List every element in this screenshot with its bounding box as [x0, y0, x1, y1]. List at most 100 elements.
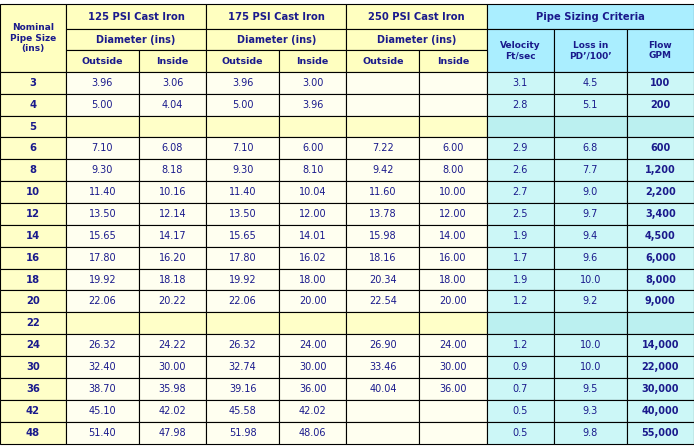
- Text: 39.16: 39.16: [229, 384, 256, 394]
- Bar: [279, 290, 346, 312]
- Text: 40,000: 40,000: [642, 406, 679, 416]
- Bar: [66, 138, 139, 159]
- Text: 48: 48: [26, 427, 40, 438]
- Bar: [139, 138, 206, 159]
- Text: 33.46: 33.46: [369, 362, 396, 372]
- Text: 32.40: 32.40: [89, 362, 116, 372]
- Bar: [279, 312, 346, 334]
- Bar: [66, 269, 139, 290]
- Text: 51.40: 51.40: [89, 427, 116, 438]
- Bar: [346, 203, 419, 225]
- Bar: [627, 378, 694, 400]
- Bar: [279, 334, 346, 356]
- Text: 36.00: 36.00: [439, 384, 466, 394]
- Bar: [279, 400, 346, 422]
- Text: Loss in
PD’/100’: Loss in PD’/100’: [569, 41, 611, 60]
- Text: 1.2: 1.2: [512, 340, 528, 350]
- Bar: [486, 29, 554, 72]
- Text: 0.9: 0.9: [513, 362, 528, 372]
- Text: 30.00: 30.00: [439, 362, 466, 372]
- Text: 3.96: 3.96: [232, 78, 253, 88]
- Text: 6,000: 6,000: [645, 253, 676, 263]
- Text: 17.80: 17.80: [89, 253, 116, 263]
- Bar: [66, 29, 206, 51]
- Text: 13.50: 13.50: [229, 209, 256, 219]
- Text: 42: 42: [26, 406, 40, 416]
- Bar: [419, 203, 486, 225]
- Bar: [206, 181, 279, 203]
- Text: 38.70: 38.70: [89, 384, 116, 394]
- Bar: [419, 290, 486, 312]
- Bar: [419, 116, 486, 138]
- Bar: [139, 51, 206, 72]
- Text: 0.7: 0.7: [512, 384, 528, 394]
- Text: 1.2: 1.2: [512, 297, 528, 306]
- Bar: [486, 400, 554, 422]
- Text: Pipe Sizing Criteria: Pipe Sizing Criteria: [536, 12, 645, 22]
- Bar: [279, 378, 346, 400]
- Text: 9.8: 9.8: [583, 427, 598, 438]
- Bar: [139, 334, 206, 356]
- Bar: [486, 247, 554, 269]
- Bar: [486, 334, 554, 356]
- Bar: [139, 400, 206, 422]
- Bar: [279, 72, 346, 94]
- Text: 19.92: 19.92: [89, 275, 116, 284]
- Bar: [346, 269, 419, 290]
- Text: 14: 14: [26, 231, 40, 241]
- Bar: [554, 400, 627, 422]
- Text: 9.2: 9.2: [582, 297, 598, 306]
- Text: 55,000: 55,000: [642, 427, 679, 438]
- Text: 13.78: 13.78: [369, 209, 397, 219]
- Text: 24.00: 24.00: [299, 340, 327, 350]
- Text: 15.65: 15.65: [89, 231, 117, 241]
- Bar: [346, 181, 419, 203]
- Bar: [206, 94, 279, 116]
- Bar: [0, 225, 66, 247]
- Text: 9.3: 9.3: [583, 406, 598, 416]
- Bar: [346, 422, 419, 444]
- Bar: [0, 290, 66, 312]
- Text: 9.30: 9.30: [92, 165, 113, 175]
- Bar: [139, 290, 206, 312]
- Text: 10.00: 10.00: [439, 187, 466, 197]
- Bar: [0, 334, 66, 356]
- Text: 100: 100: [650, 78, 670, 88]
- Text: 20.34: 20.34: [369, 275, 397, 284]
- Text: 18: 18: [26, 275, 40, 284]
- Bar: [139, 181, 206, 203]
- Bar: [66, 203, 139, 225]
- Bar: [0, 247, 66, 269]
- Text: 3.96: 3.96: [92, 78, 113, 88]
- Bar: [0, 116, 66, 138]
- Text: 42.02: 42.02: [299, 406, 327, 416]
- Bar: [419, 72, 486, 94]
- Bar: [279, 94, 346, 116]
- Text: 10.0: 10.0: [579, 275, 601, 284]
- Bar: [66, 94, 139, 116]
- Bar: [66, 334, 139, 356]
- Bar: [279, 203, 346, 225]
- Bar: [66, 400, 139, 422]
- Bar: [0, 181, 66, 203]
- Text: 14.01: 14.01: [299, 231, 326, 241]
- Bar: [206, 356, 279, 378]
- Bar: [419, 181, 486, 203]
- Text: 10.0: 10.0: [579, 362, 601, 372]
- Text: 16.20: 16.20: [159, 253, 186, 263]
- Bar: [346, 72, 419, 94]
- Bar: [627, 72, 694, 94]
- Text: 1.9: 1.9: [513, 275, 528, 284]
- Text: 14,000: 14,000: [642, 340, 679, 350]
- Bar: [554, 422, 627, 444]
- Text: 15.98: 15.98: [369, 231, 397, 241]
- Text: 11.60: 11.60: [369, 187, 396, 197]
- Text: 15.65: 15.65: [229, 231, 257, 241]
- Bar: [627, 269, 694, 290]
- Bar: [206, 51, 279, 72]
- Text: 17.80: 17.80: [229, 253, 256, 263]
- Text: 22.06: 22.06: [89, 297, 117, 306]
- Text: 35.98: 35.98: [159, 384, 186, 394]
- Bar: [206, 334, 279, 356]
- Bar: [554, 290, 627, 312]
